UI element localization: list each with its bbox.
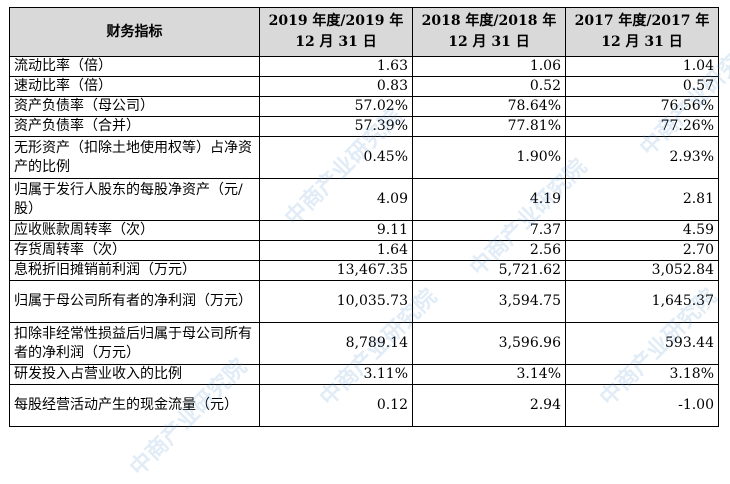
cell-2018: 3,596.96 [412,322,566,365]
cell-2017: 2.81 [565,178,719,221]
cell-2019: 57.39% [259,116,413,137]
table-row: 息税折旧摊销前利润（万元） 13,467.35 5,721.62 3,052.8… [9,260,719,281]
cell-2019: 10,035.73 [259,280,413,323]
cell-2017: 1.04 [565,56,719,77]
cell-2018: 4.19 [412,178,566,221]
row-label: 资产负债率（合并） [9,116,260,137]
table-row: 归属于发行人股东的每股净资产（元/股） 4.09 4.19 2.81 [9,178,719,221]
cell-2018: 78.64% [412,96,566,117]
row-label: 存货周转率（次） [9,240,260,261]
cell-2019: 9.11 [259,220,413,241]
table-row: 应收账款周转率（次） 9.11 7.37 4.59 [9,220,719,241]
table-row: 资产负债率（母公司） 57.02% 78.64% 76.56% [9,96,719,117]
financial-indicators-table: 财务指标 2019 年度/2019 年 12 月 31 日 2018 年度/20… [9,7,719,427]
cell-2017: 76.56% [565,96,719,117]
cell-2019: 3.11% [259,364,413,385]
table-row: 扣除非经常性损益后归属于母公司所有者的净利润（万元） 8,789.14 3,59… [9,322,719,365]
table-row: 无形资产（扣除土地使用权等）占净资产的比例 0.45% 1.90% 2.93% [9,136,719,179]
table-row: 速动比率（倍） 0.83 0.52 0.57 [9,76,719,97]
row-label: 扣除非经常性损益后归属于母公司所有者的净利润（万元） [9,322,260,365]
table-row: 每股经营活动产生的现金流量（元） 0.12 2.94 -1.00 [9,384,719,427]
cell-2019: 0.83 [259,76,413,97]
cell-2019: 1.63 [259,56,413,77]
cell-2018: 3.14% [412,364,566,385]
cell-2019: 57.02% [259,96,413,117]
table-header-row: 财务指标 2019 年度/2019 年 12 月 31 日 2018 年度/20… [9,7,719,57]
row-label: 息税折旧摊销前利润（万元） [9,260,260,281]
cell-2017: 3,052.84 [565,260,719,281]
header-2018: 2018 年度/2018 年 12 月 31 日 [412,7,566,57]
row-label: 流动比率（倍） [9,56,260,77]
cell-2018: 3,594.75 [412,280,566,323]
cell-2018: 1.06 [412,56,566,77]
table-row: 流动比率（倍） 1.63 1.06 1.04 [9,56,719,77]
cell-2017: -1.00 [565,384,719,427]
table-row: 研发投入占营业收入的比例 3.11% 3.14% 3.18% [9,364,719,385]
row-label: 速动比率（倍） [9,76,260,97]
row-label: 应收账款周转率（次） [9,220,260,241]
cell-2019: 0.45% [259,136,413,179]
cell-2018: 5,721.62 [412,260,566,281]
table-row: 资产负债率（合并） 57.39% 77.81% 77.26% [9,116,719,137]
cell-2017: 77.26% [565,116,719,137]
header-2017: 2017 年度/2017 年 12 月 31 日 [565,7,719,57]
cell-2018: 2.56 [412,240,566,261]
cell-2019: 8,789.14 [259,322,413,365]
row-label: 每股经营活动产生的现金流量（元） [9,384,260,427]
cell-2019: 1.64 [259,240,413,261]
header-2019: 2019 年度/2019 年 12 月 31 日 [259,7,413,57]
cell-2018: 2.94 [412,384,566,427]
row-label: 研发投入占营业收入的比例 [9,364,260,385]
cell-2018: 0.52 [412,76,566,97]
cell-2017: 0.57 [565,76,719,97]
cell-2019: 0.12 [259,384,413,427]
row-label: 归属于母公司所有者的净利润（万元） [9,280,260,323]
cell-2017: 4.59 [565,220,719,241]
row-label: 归属于发行人股东的每股净资产（元/股） [9,178,260,221]
cell-2018: 77.81% [412,116,566,137]
cell-2019: 4.09 [259,178,413,221]
cell-2017: 2.93% [565,136,719,179]
header-indicator: 财务指标 [9,7,260,57]
table-row: 归属于母公司所有者的净利润（万元） 10,035.73 3,594.75 1,6… [9,280,719,323]
cell-2017: 1,645.37 [565,280,719,323]
cell-2018: 7.37 [412,220,566,241]
row-label: 无形资产（扣除土地使用权等）占净资产的比例 [9,136,260,179]
cell-2019: 13,467.35 [259,260,413,281]
cell-2017: 593.44 [565,322,719,365]
cell-2017: 2.70 [565,240,719,261]
cell-2018: 1.90% [412,136,566,179]
financial-indicators-table-container: 财务指标 2019 年度/2019 年 12 月 31 日 2018 年度/20… [9,7,719,427]
table-row: 存货周转率（次） 1.64 2.56 2.70 [9,240,719,261]
row-label: 资产负债率（母公司） [9,96,260,117]
cell-2017: 3.18% [565,364,719,385]
